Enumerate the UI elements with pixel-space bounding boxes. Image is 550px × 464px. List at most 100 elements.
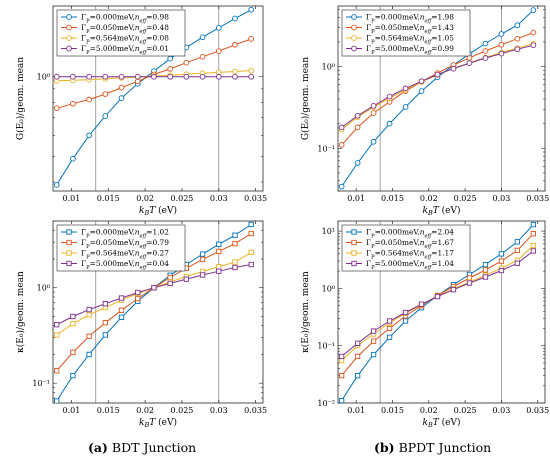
legend-entry: ΓP=0.564meV,neff=0.27 <box>81 249 169 261</box>
data-point <box>199 53 206 60</box>
legend-marker <box>66 35 72 41</box>
data-point <box>386 325 393 332</box>
data-point <box>232 73 238 80</box>
caption-b-label: (b) <box>374 440 395 455</box>
data-point <box>370 351 377 358</box>
data-point <box>216 248 222 255</box>
data-point <box>514 46 521 53</box>
data-point <box>338 353 345 360</box>
data-point <box>466 60 473 66</box>
data-point <box>482 48 489 54</box>
legend-marker <box>66 250 72 256</box>
data-point <box>418 88 425 94</box>
data-point <box>167 55 174 62</box>
data-point <box>354 373 361 379</box>
plot-area <box>338 7 537 190</box>
panel-b-bottom: 0.01 0.015 0.02 0.025 0.03 0.035 10⁻² 10⁻¹ 10⁰ 10… <box>300 220 549 429</box>
legend-entry: ΓP=5.000meV,neff=0.99 <box>366 44 454 56</box>
data-point <box>498 31 505 37</box>
data-point <box>386 318 393 324</box>
data-point <box>354 160 361 166</box>
data-point <box>102 113 109 119</box>
data-point <box>370 338 377 344</box>
data-point <box>216 241 222 247</box>
data-point <box>151 73 157 80</box>
data-point <box>248 36 255 42</box>
data-point <box>498 251 505 257</box>
legend-entry: ΓP=0.564meV,neff=0.08 <box>81 34 169 46</box>
legend-marker <box>351 239 357 246</box>
data-point <box>54 322 60 328</box>
data-point <box>370 103 377 109</box>
data-point <box>54 398 60 403</box>
x-tick-label: 0.02 <box>136 406 154 415</box>
data-point <box>498 267 505 274</box>
data-point <box>118 307 125 313</box>
x-axis-label: kBT (eV) <box>139 417 177 429</box>
data-point <box>514 247 521 254</box>
x-tick-label: 0.025 <box>170 406 193 415</box>
data-point <box>338 142 345 148</box>
legend-entry: ΓP=0.000meV,neff=1.98 <box>366 13 454 25</box>
x-tick-label: 0.035 <box>526 406 549 415</box>
x-tick-label: 0.01 <box>347 406 365 415</box>
data-point <box>118 73 125 80</box>
legend-marker <box>66 229 72 235</box>
y-tick-label: 10¹ <box>322 227 335 236</box>
data-point <box>232 232 238 238</box>
data-point <box>514 22 521 29</box>
x-tick-label: 0.03 <box>210 194 228 203</box>
axes-frame <box>52 5 264 192</box>
data-point <box>53 73 60 80</box>
data-point <box>167 66 174 72</box>
panel-a-bottom: 0.01 0.015 0.02 0.025 0.03 0.035 10⁻¹ 10⁰ kBT (e… <box>15 220 267 429</box>
data-point <box>53 105 60 112</box>
y-tick-label: 10⁰ <box>322 284 335 293</box>
data-point <box>402 318 409 324</box>
data-point <box>86 132 92 139</box>
data-point <box>530 248 537 254</box>
data-point <box>530 242 537 249</box>
data-point <box>199 272 206 278</box>
data-point <box>370 110 377 116</box>
x-tick-label: 0.02 <box>420 194 438 203</box>
y-tick-label: 10⁻² <box>317 399 335 408</box>
data-point <box>102 332 108 338</box>
data-point <box>482 274 489 280</box>
data-point <box>118 95 125 101</box>
legend-entry: ΓP=0.564meV,neff=1.05 <box>366 34 454 46</box>
legend: ΓP=0.000meV,neff=1.02ΓP=0.050meV,neff=0.… <box>56 224 186 272</box>
data-point <box>248 67 255 74</box>
data-point <box>118 314 125 320</box>
data-point <box>434 293 441 300</box>
data-point <box>70 372 76 379</box>
legend-entry: ΓP=0.050meV,neff=0.79 <box>81 238 169 250</box>
data-point <box>216 268 222 274</box>
legend-entry: ΓP=0.050meV,neff=0.48 <box>81 23 169 35</box>
data-point <box>434 71 441 78</box>
x-tick-label: 0.02 <box>136 194 154 203</box>
x-tick-label: 0.02 <box>420 406 438 415</box>
y-tick-label: 10⁰ <box>37 73 50 82</box>
panel-b-top: 0.01 0.015 0.02 0.025 0.03 0.035 10⁻¹ 10⁰ kBT (e… <box>300 5 549 217</box>
legend-marker <box>66 45 72 52</box>
data-point <box>70 321 76 327</box>
data-point <box>338 124 345 131</box>
caption-a: (a) BDT Junction <box>88 440 196 455</box>
data-point <box>54 332 60 338</box>
x-axis-label: kBT (eV) <box>423 205 461 217</box>
x-tick-label: 0.03 <box>210 406 228 415</box>
data-point <box>183 73 190 80</box>
x-tick-label: 0.01 <box>63 406 81 415</box>
data-point <box>70 349 76 356</box>
panel-a-top: 0.01 0.015 0.02 0.025 0.03 0.035 10⁰ kBT (eV) G(… <box>15 5 267 217</box>
data-point <box>482 261 489 268</box>
legend-box <box>56 224 186 272</box>
data-point <box>338 183 345 190</box>
data-point <box>248 249 254 255</box>
data-point <box>215 73 222 80</box>
x-tick-label: 0.035 <box>526 194 549 203</box>
legend-entry: ΓP=0.000meV,neff=1.02 <box>81 228 169 240</box>
y-axis-label: G(E₀)/geom. mean <box>15 57 26 140</box>
data-point <box>70 155 76 162</box>
